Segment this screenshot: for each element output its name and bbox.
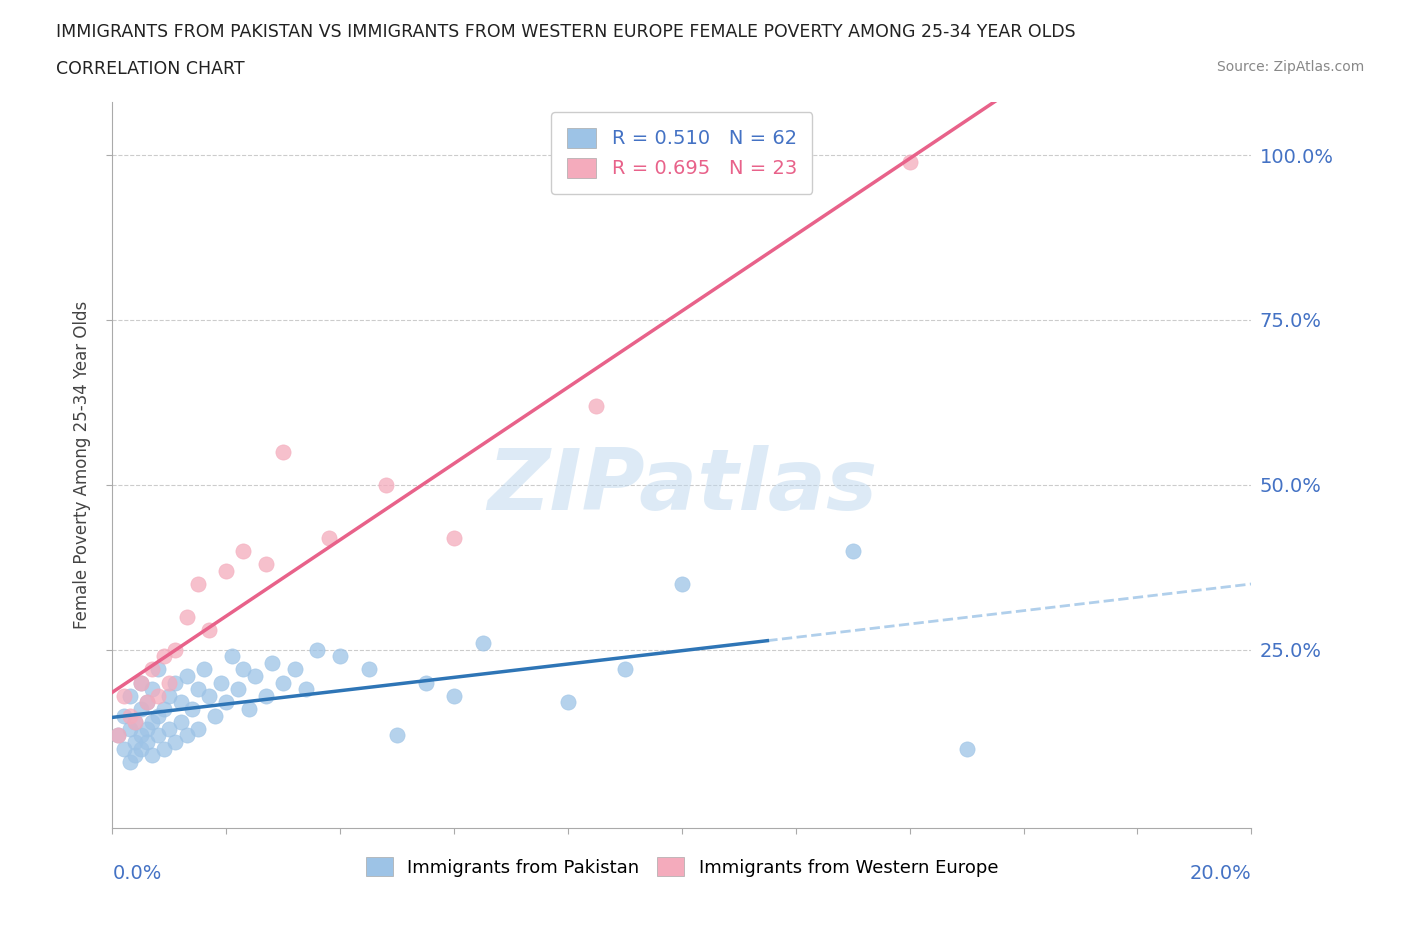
Point — [956, 741, 979, 756]
Point — [260, 656, 283, 671]
Point — [284, 662, 307, 677]
Point — [176, 728, 198, 743]
Point — [112, 688, 135, 703]
Point — [129, 675, 152, 690]
Point — [243, 669, 266, 684]
Point — [141, 715, 163, 730]
Point — [198, 688, 221, 703]
Point — [585, 398, 607, 413]
Point — [443, 688, 465, 703]
Point — [146, 688, 169, 703]
Point — [613, 662, 636, 677]
Point — [471, 635, 494, 650]
Point — [898, 154, 921, 169]
Point — [118, 708, 141, 723]
Point — [124, 715, 146, 730]
Point — [129, 701, 152, 716]
Point — [187, 682, 209, 697]
Point — [254, 556, 277, 571]
Point — [181, 701, 204, 716]
Point — [187, 722, 209, 737]
Point — [141, 748, 163, 763]
Point — [215, 563, 238, 578]
Point — [112, 741, 135, 756]
Point — [124, 735, 146, 750]
Point — [152, 701, 174, 716]
Point — [193, 662, 215, 677]
Point — [238, 701, 260, 716]
Point — [159, 688, 180, 703]
Point — [329, 649, 352, 664]
Point — [146, 662, 169, 677]
Point — [135, 695, 157, 710]
Point — [118, 688, 141, 703]
Point — [232, 543, 254, 558]
Point — [152, 649, 174, 664]
Point — [152, 741, 174, 756]
Point — [107, 728, 129, 743]
Point — [318, 530, 340, 545]
Point — [165, 735, 187, 750]
Point — [374, 477, 396, 492]
Point — [198, 622, 221, 637]
Point — [141, 662, 163, 677]
Point — [226, 682, 249, 697]
Point — [146, 708, 169, 723]
Text: 0.0%: 0.0% — [112, 864, 162, 883]
Point — [187, 577, 209, 591]
Point — [215, 695, 238, 710]
Point — [671, 577, 693, 591]
Point — [135, 695, 157, 710]
Y-axis label: Female Poverty Among 25-34 Year Olds: Female Poverty Among 25-34 Year Olds — [73, 301, 91, 629]
Text: 20.0%: 20.0% — [1189, 864, 1251, 883]
Text: CORRELATION CHART: CORRELATION CHART — [56, 60, 245, 78]
Point — [118, 722, 141, 737]
Point — [307, 643, 329, 658]
Text: IMMIGRANTS FROM PAKISTAN VS IMMIGRANTS FROM WESTERN EUROPE FEMALE POVERTY AMONG : IMMIGRANTS FROM PAKISTAN VS IMMIGRANTS F… — [56, 23, 1076, 41]
Text: Source: ZipAtlas.com: Source: ZipAtlas.com — [1216, 60, 1364, 74]
Point — [112, 708, 135, 723]
Point — [146, 728, 169, 743]
Point — [170, 695, 193, 710]
Point — [221, 649, 243, 664]
Point — [129, 675, 152, 690]
Point — [141, 682, 163, 697]
Point — [204, 708, 226, 723]
Point — [385, 728, 409, 743]
Point — [124, 748, 146, 763]
Point — [165, 675, 187, 690]
Point — [443, 530, 465, 545]
Point — [135, 722, 157, 737]
Point — [129, 728, 152, 743]
Point — [124, 715, 146, 730]
Point — [135, 735, 157, 750]
Point — [271, 675, 295, 690]
Point — [357, 662, 380, 677]
Point — [159, 675, 180, 690]
Point — [170, 715, 193, 730]
Point — [271, 445, 295, 459]
Point — [841, 543, 863, 558]
Point — [209, 675, 232, 690]
Point — [165, 643, 187, 658]
Legend: Immigrants from Pakistan, Immigrants from Western Europe: Immigrants from Pakistan, Immigrants fro… — [359, 850, 1005, 883]
Point — [118, 754, 141, 769]
Text: ZIPatlas: ZIPatlas — [486, 445, 877, 528]
Point — [159, 722, 180, 737]
Point — [176, 669, 198, 684]
Point — [557, 695, 579, 710]
Point — [176, 609, 198, 624]
Point — [129, 741, 152, 756]
Point — [232, 662, 254, 677]
Point — [107, 728, 129, 743]
Point — [415, 675, 437, 690]
Point — [295, 682, 318, 697]
Point — [254, 688, 277, 703]
